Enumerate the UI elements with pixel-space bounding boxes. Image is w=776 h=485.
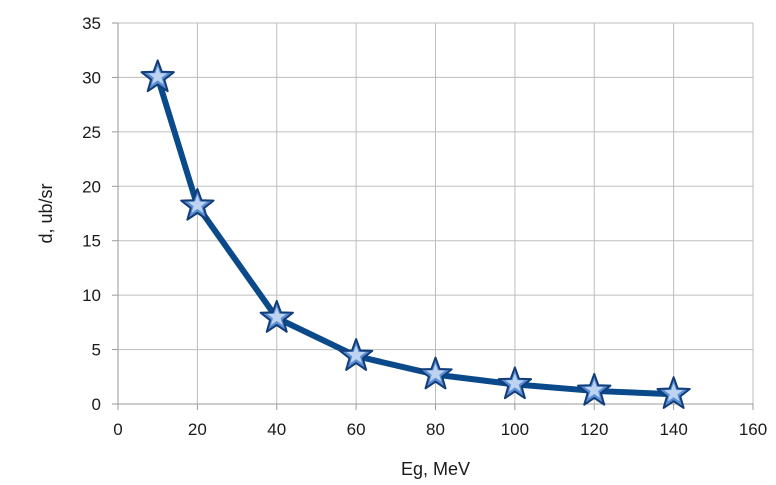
- data-point-star-highlight: [148, 66, 168, 85]
- data-point-star-highlight: [267, 307, 287, 326]
- x-tick-label: 140: [659, 420, 687, 439]
- y-tick-label: 15: [82, 232, 101, 251]
- data-point-star-highlight: [505, 373, 525, 392]
- x-axis-title: Eg, MeV: [401, 459, 470, 479]
- series-line: [154, 74, 677, 398]
- y-tick-label: 20: [82, 177, 101, 196]
- x-tick-label: 60: [347, 420, 366, 439]
- x-tick-label: 20: [188, 420, 207, 439]
- y-tick-label: 5: [92, 341, 101, 360]
- x-tick-label: 0: [113, 420, 122, 439]
- y-tick-label: 0: [92, 395, 101, 414]
- data-point-star-highlight: [346, 345, 366, 364]
- axes: [112, 22, 754, 410]
- y-tick-label: 10: [82, 286, 101, 305]
- y-tick-label: 35: [82, 14, 101, 33]
- x-tick-label: 40: [267, 420, 286, 439]
- y-axis-title: d, ub/sr: [36, 183, 56, 243]
- x-tick-label: 80: [426, 420, 445, 439]
- x-tick-label: 120: [580, 420, 608, 439]
- tick-labels: 0 20 40 60 80 100 120 140 160 0 5 10 15 20 25 30 35: [82, 14, 767, 439]
- grid: [117, 22, 754, 405]
- data-point-star-highlight: [664, 383, 684, 402]
- series-layer: [140, 59, 691, 409]
- y-tick-label: 30: [82, 68, 101, 87]
- data-point-star-highlight: [425, 363, 446, 382]
- data-point-star-highlight: [584, 379, 604, 399]
- x-tick-label: 100: [501, 420, 529, 439]
- x-tick-label: 160: [739, 420, 767, 439]
- y-tick-label: 25: [82, 123, 101, 142]
- data-point-star-highlight: [187, 194, 207, 213]
